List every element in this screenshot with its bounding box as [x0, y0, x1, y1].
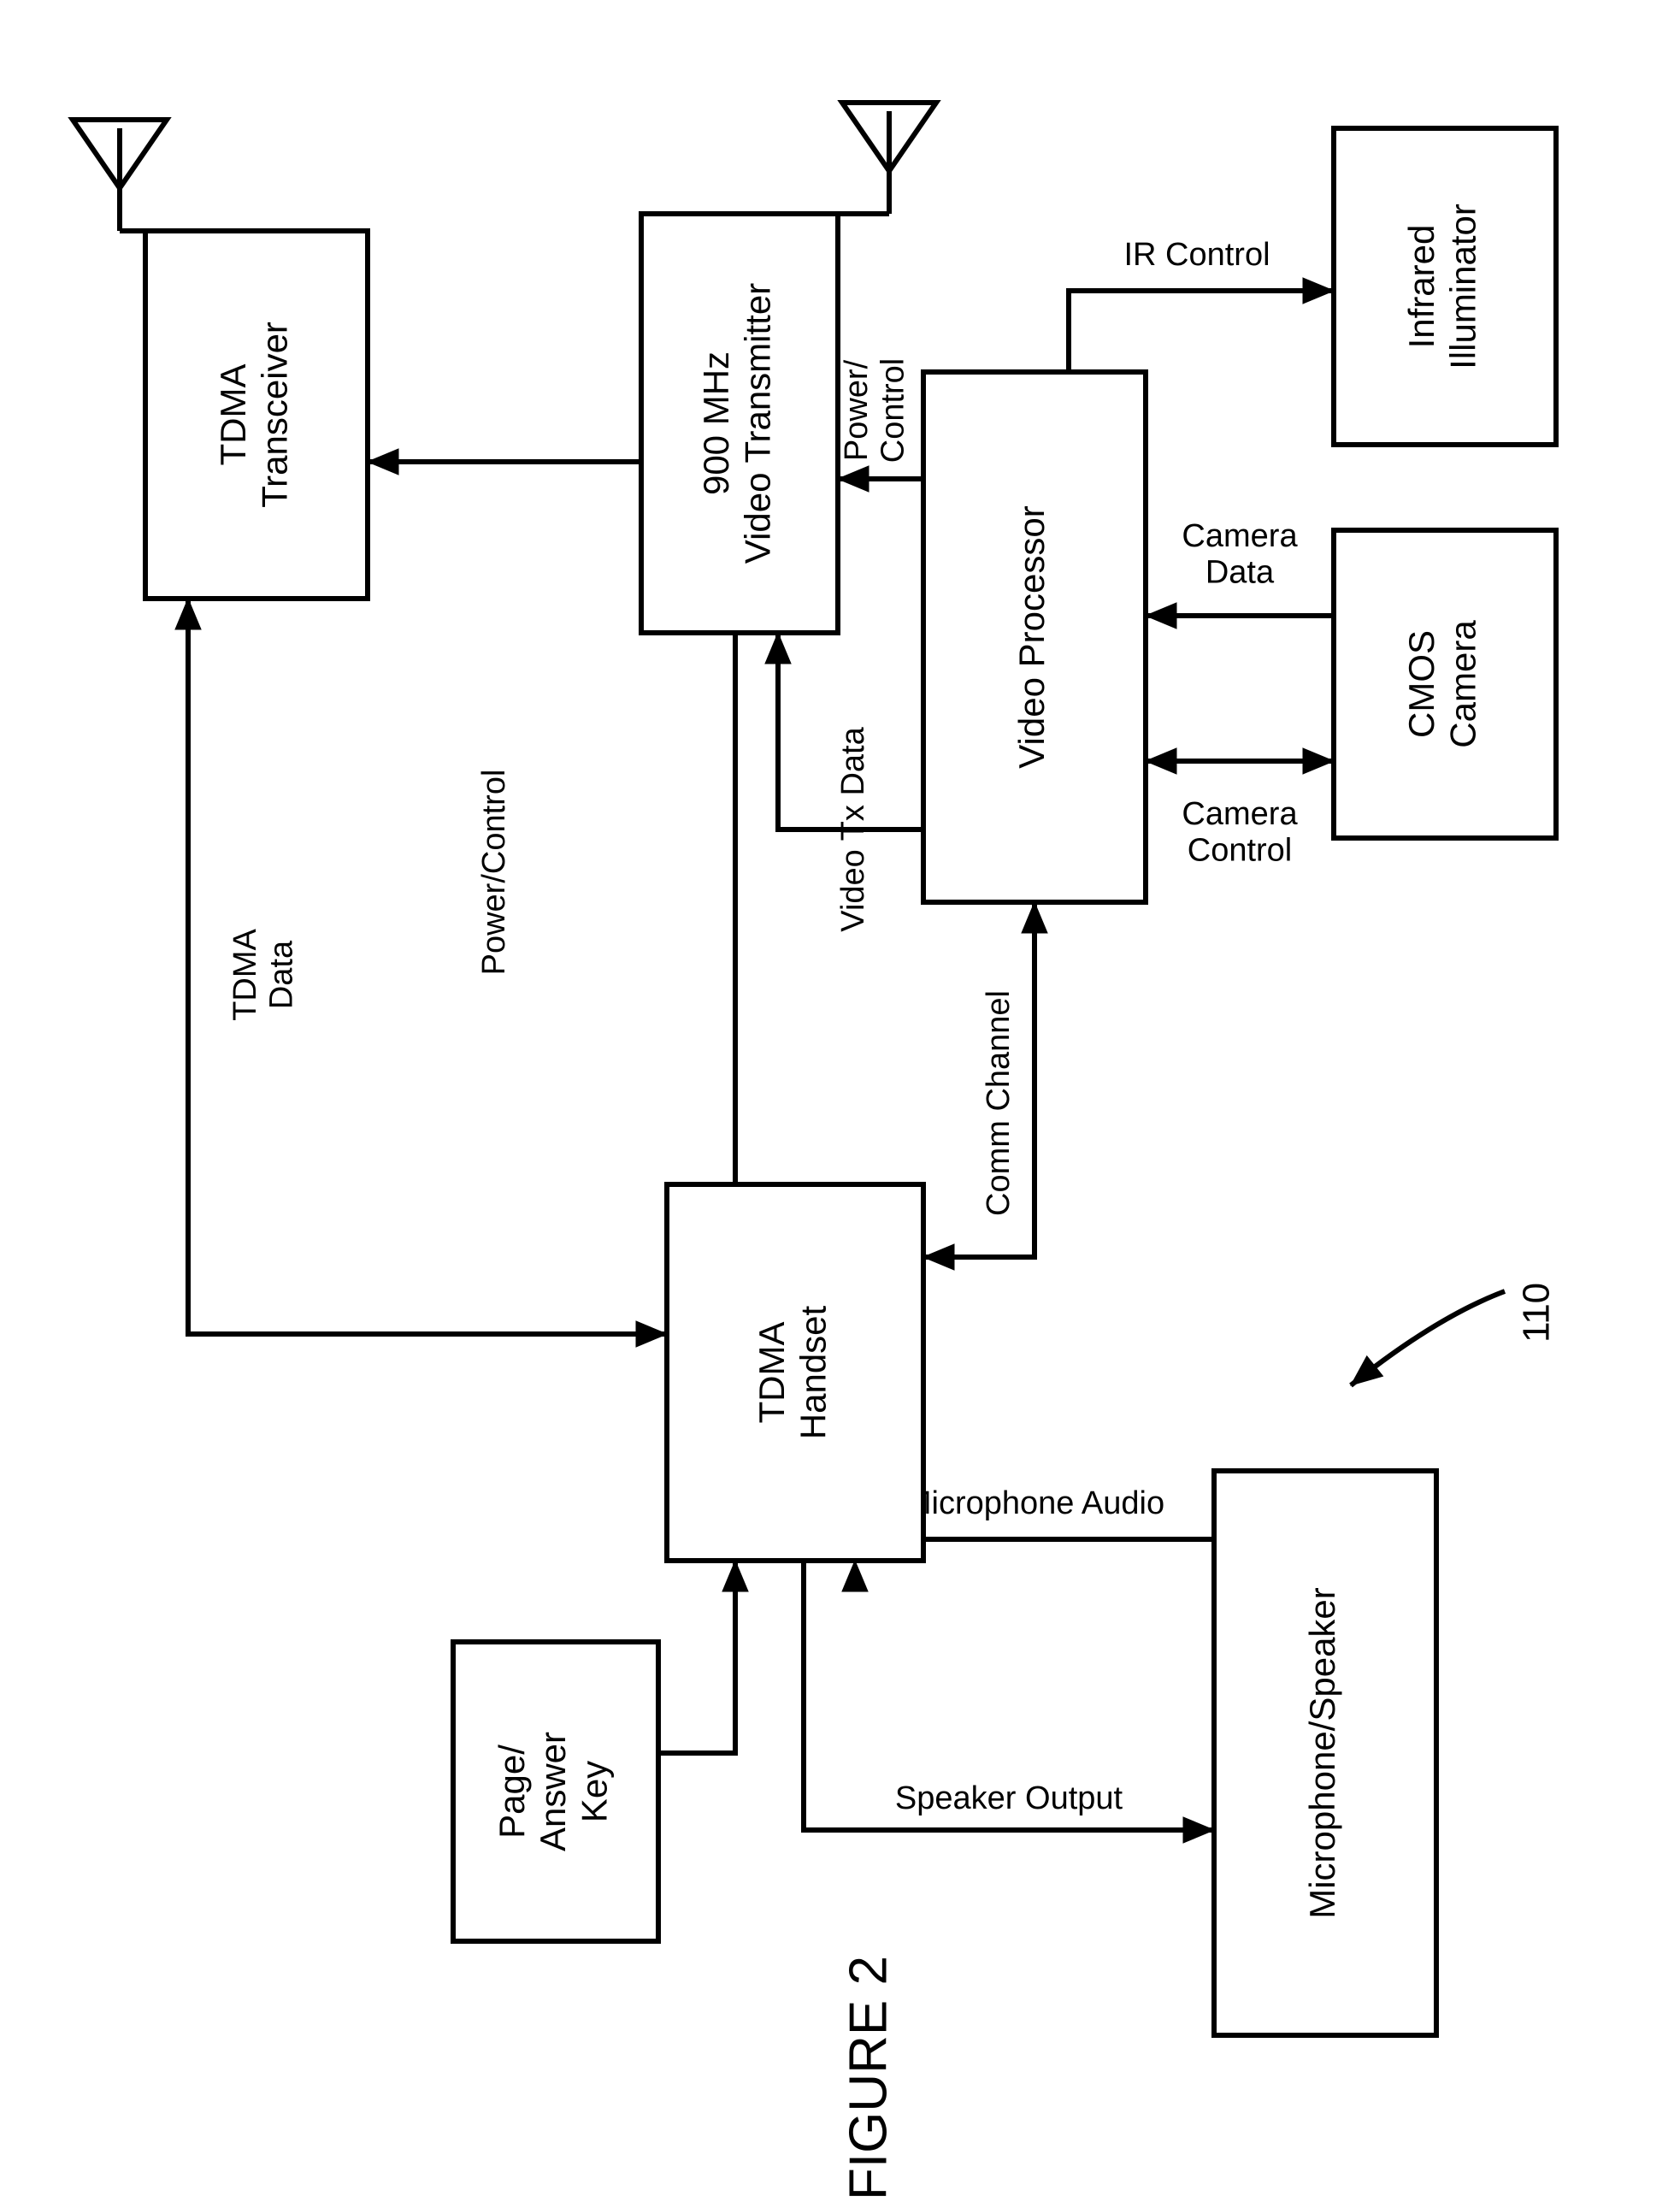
svg-text:Power/: Power/ — [839, 359, 875, 461]
svg-text:Data: Data — [263, 940, 299, 1009]
block-infrared: InfraredIlluminator — [1334, 128, 1556, 445]
edge-label-e_tdma_data: TDMAData — [227, 929, 300, 1021]
block-label: Handset — [793, 1305, 833, 1439]
edge-label-e_camera_data: CameraData — [1182, 518, 1298, 591]
block-label: Key — [574, 1761, 614, 1822]
svg-text:Control: Control — [1188, 832, 1293, 868]
edge-e_ir_control — [1069, 291, 1334, 372]
edge-label-e_camera_control: CameraControl — [1182, 796, 1298, 869]
block-label: Answer — [533, 1732, 573, 1851]
block-label: Transceiver — [254, 322, 294, 508]
svg-text:Data: Data — [1205, 554, 1275, 590]
block-mic_speaker: Microphone/Speaker — [1214, 1471, 1436, 2035]
svg-text:FIGURE 2: FIGURE 2 — [839, 1956, 898, 2200]
block-label: 900 MHz — [696, 351, 736, 495]
edge-label-e_speaker_out: Speaker Output — [895, 1780, 1123, 1816]
block-label: CMOS — [1401, 630, 1441, 738]
svg-text:TDMA: TDMA — [227, 929, 263, 1021]
svg-text:Camera: Camera — [1182, 796, 1298, 832]
block-label: TDMA — [752, 1322, 792, 1424]
block-label: Page/ — [492, 1745, 532, 1839]
svg-text:Microphone Audio: Microphone Audio — [905, 1485, 1164, 1521]
block-tdma_handset: TDMAHandset — [667, 1184, 923, 1561]
block-label: Illuminator — [1442, 204, 1483, 369]
edge-label-e_mic_audio: Microphone Audio — [905, 1485, 1164, 1521]
svg-text:Camera: Camera — [1182, 518, 1298, 554]
block-label: Video Processor — [1011, 505, 1052, 768]
block-page_answer: Page/AnswerKey — [453, 1642, 658, 1941]
svg-text:Video Tx Data: Video Tx Data — [835, 726, 871, 931]
block-cmos_camera: CMOSCamera — [1334, 530, 1556, 838]
svg-text:Speaker Output: Speaker Output — [895, 1780, 1123, 1816]
edge-label-e_ir_control: IR Control — [1123, 237, 1270, 273]
block-tdma_transceiver: TDMATransceiver — [145, 231, 368, 599]
svg-text:IR Control: IR Control — [1123, 237, 1270, 273]
block-label: Infrared — [1401, 225, 1441, 349]
block-video_transmitter: 900 MHzVideo Transmitter — [641, 214, 838, 633]
edge-label-e_power_ctrl_video: Power/Control — [839, 358, 911, 463]
figure-caption: FIGURE 2 — [839, 1956, 898, 2200]
block-label: TDMA — [213, 364, 253, 466]
edge-label-e_video_tx_data: Video Tx Data — [835, 726, 871, 931]
block-label: Video Transmitter — [737, 283, 777, 564]
edge-label-e_power_control_tdma: Power/Control — [476, 770, 512, 976]
svg-text:Comm Channel: Comm Channel — [981, 990, 1017, 1216]
svg-text:Power/Control: Power/Control — [476, 770, 512, 976]
edge-label-e_comm_channel: Comm Channel — [981, 990, 1017, 1216]
block-label: Camera — [1442, 620, 1483, 748]
ref-number: 110 — [1516, 1283, 1558, 1343]
svg-text:110: 110 — [1516, 1283, 1558, 1343]
edge-e_comm_channel — [923, 902, 1035, 1257]
block-video_processor: Video Processor — [923, 372, 1146, 902]
block-label: Microphone/Speaker — [1302, 1587, 1342, 1919]
svg-text:Control: Control — [875, 358, 911, 463]
